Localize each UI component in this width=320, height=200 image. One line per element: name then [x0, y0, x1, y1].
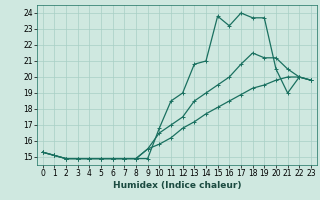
- X-axis label: Humidex (Indice chaleur): Humidex (Indice chaleur): [113, 181, 241, 190]
